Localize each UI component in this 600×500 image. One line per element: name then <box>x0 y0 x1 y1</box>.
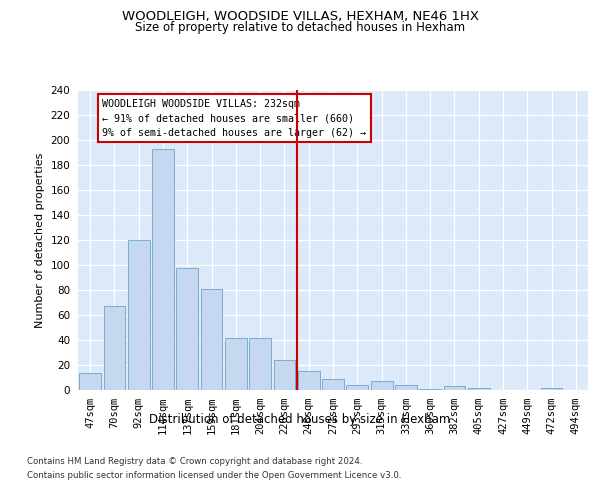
Bar <box>274 360 295 390</box>
Text: Contains HM Land Registry data © Crown copyright and database right 2024.: Contains HM Land Registry data © Crown c… <box>27 458 362 466</box>
Bar <box>346 385 368 390</box>
Bar <box>176 268 198 390</box>
Bar <box>395 385 417 390</box>
Bar <box>298 371 320 390</box>
Bar <box>152 149 174 390</box>
Y-axis label: Number of detached properties: Number of detached properties <box>35 152 45 328</box>
Bar <box>419 389 441 390</box>
Bar <box>128 240 149 390</box>
Bar <box>104 306 125 390</box>
Text: Size of property relative to detached houses in Hexham: Size of property relative to detached ho… <box>135 21 465 34</box>
Bar <box>79 372 101 390</box>
Bar <box>249 338 271 390</box>
Text: WOODLEIGH, WOODSIDE VILLAS, HEXHAM, NE46 1HX: WOODLEIGH, WOODSIDE VILLAS, HEXHAM, NE46… <box>121 10 479 23</box>
Bar <box>541 388 562 390</box>
Bar <box>200 289 223 390</box>
Text: WOODLEIGH WOODSIDE VILLAS: 232sqm
← 91% of detached houses are smaller (660)
9% : WOODLEIGH WOODSIDE VILLAS: 232sqm ← 91% … <box>102 99 366 138</box>
Bar <box>371 381 392 390</box>
Bar <box>468 388 490 390</box>
Bar <box>322 379 344 390</box>
Text: Contains public sector information licensed under the Open Government Licence v3: Contains public sector information licen… <box>27 471 401 480</box>
Bar <box>225 338 247 390</box>
Text: Distribution of detached houses by size in Hexham: Distribution of detached houses by size … <box>149 412 451 426</box>
Bar <box>443 386 466 390</box>
